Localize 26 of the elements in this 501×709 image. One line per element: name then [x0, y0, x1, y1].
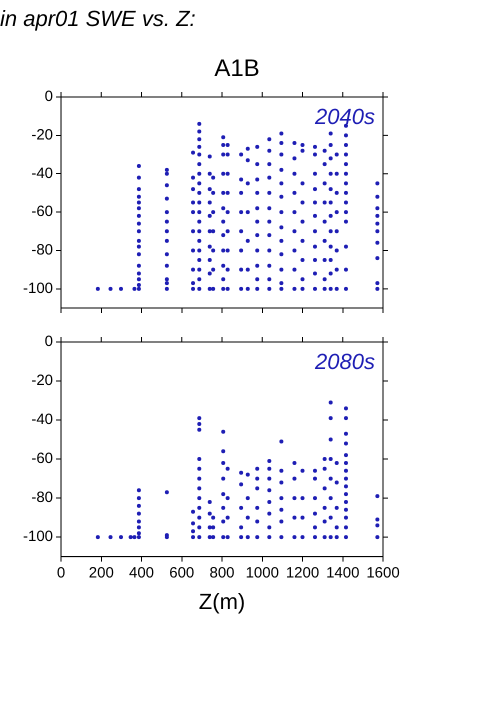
- y-tick-label: -100: [22, 280, 54, 297]
- y-tick-label: 0: [44, 333, 54, 350]
- x-tick-label: 0: [56, 564, 66, 582]
- y-tick-label: -100: [22, 528, 54, 546]
- annotation: 2040s: [314, 104, 375, 130]
- x-tick-label: 1200: [286, 564, 320, 582]
- x-axis-title: Z(m): [198, 588, 246, 614]
- y-tick-label: 0: [44, 88, 54, 106]
- x-tick-label: 400: [129, 564, 154, 582]
- x-tick-label: 1600: [366, 564, 400, 582]
- x-tick-label: 600: [169, 564, 194, 582]
- chart-title: in apr01 SWE vs. Z:: [0, 6, 196, 32]
- x-tick-label: 1000: [246, 564, 279, 582]
- y-tick-label: -20: [31, 126, 54, 144]
- x-tick-label: 1400: [326, 564, 360, 582]
- y-tick-label: -80: [31, 242, 54, 259]
- y-tick-label: -40: [31, 411, 54, 428]
- y-tick-label: -20: [31, 372, 54, 390]
- y-tick-label: -80: [31, 489, 54, 506]
- y-tick-label: -40: [31, 164, 54, 182]
- x-tick-label: 800: [209, 564, 235, 582]
- x-tick-label: 200: [88, 564, 114, 582]
- annotation: 2080s: [314, 349, 375, 374]
- y-tick-label: -60: [31, 450, 54, 468]
- chart-subtitle: A1B: [213, 55, 261, 83]
- y-tick-label: -60: [31, 203, 54, 220]
